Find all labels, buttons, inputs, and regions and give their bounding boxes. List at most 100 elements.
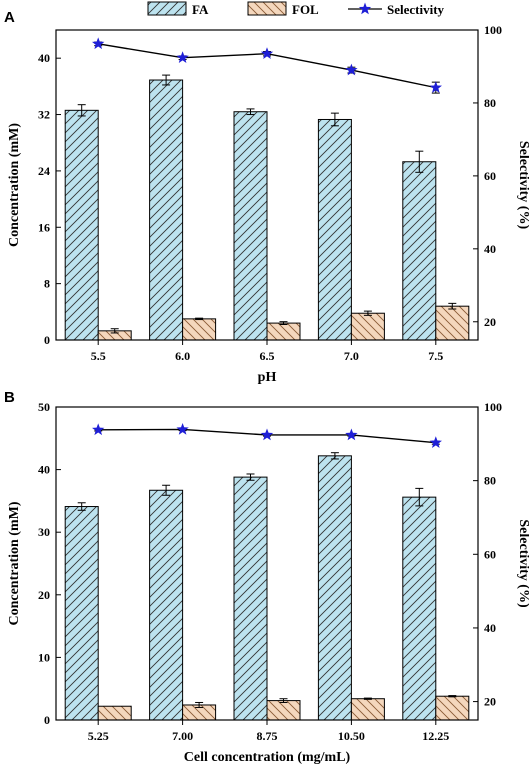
x-tick-label: 10.50 [338, 729, 365, 743]
selectivity-point [429, 81, 442, 93]
y-tick-label: 24 [38, 164, 50, 178]
fa-error-bar [330, 112, 339, 127]
fol-error-bar [448, 302, 457, 310]
panel-b: B 0 10 20 30 40 50 20 40 60 80 100 5.25 7.00 8.75 10.50… [4, 389, 529, 765]
y2-axis-title: Selectivity (%) [516, 141, 529, 230]
fol-error-bar [195, 317, 204, 321]
legend-item-fol: FOL [247, 1, 319, 17]
fol-bar [435, 695, 470, 721]
fol-error-bar [363, 310, 372, 316]
y-tick-label: 10 [38, 650, 50, 664]
y-axis-title: Concentration (mM) [7, 501, 22, 625]
y2-tick-label: 100 [484, 400, 502, 414]
y2-tick-label: 60 [484, 169, 496, 183]
x-tick-label: 5.5 [91, 349, 106, 363]
fa-bar [149, 79, 184, 341]
fa-error-bar [162, 484, 171, 496]
fol-bar [266, 322, 301, 341]
y2-tick-label: 80 [484, 474, 496, 488]
fa-error-bar [77, 104, 86, 117]
x-tick-label: 8.75 [257, 729, 278, 743]
fa-error-bar [246, 108, 255, 116]
panel-label: B [4, 389, 15, 406]
y2-tick-label: 40 [484, 621, 496, 635]
y-tick-label: 20 [38, 588, 50, 602]
y-tick-label: 40 [38, 51, 50, 65]
x-tick-label: 6.5 [260, 349, 275, 363]
y2-tick-label: 40 [484, 242, 496, 256]
fa-bar [317, 118, 352, 341]
selectivity-point [345, 63, 358, 76]
selectivity-point [260, 428, 274, 441]
y-tick-label: 32 [38, 108, 50, 122]
selectivity-point [92, 37, 105, 50]
fa-bar [64, 506, 99, 721]
legend-swatch [247, 1, 287, 16]
y-tick-label: 30 [38, 525, 50, 539]
x-tick-label: 6.0 [175, 349, 190, 363]
selectivity-point [345, 428, 358, 441]
fol-error-bar [195, 701, 204, 708]
y-tick-label: 0 [44, 713, 50, 727]
fol-bar [350, 312, 385, 341]
fa-bar [149, 489, 184, 721]
x-tick-label: 12.25 [422, 729, 449, 743]
y-tick-label: 16 [38, 220, 50, 234]
legend-swatch [147, 1, 187, 16]
selectivity-point [176, 51, 189, 63]
fa-error-bar [162, 74, 171, 86]
y2-tick-label: 20 [484, 315, 496, 329]
y2-axis-title: Selectivity (%) [516, 519, 529, 608]
fa-bar [233, 476, 268, 721]
legend-label: Selectivity [387, 2, 445, 17]
legend-label: FA [192, 2, 209, 17]
selectivity-point [429, 436, 442, 448]
fa-error-bar [415, 487, 424, 507]
y2-tick-label: 20 [484, 695, 496, 709]
y-tick-label: 40 [38, 463, 50, 477]
fol-bar [97, 705, 132, 721]
y2-tick-label: 80 [484, 96, 496, 110]
x-tick-label: 7.0 [344, 349, 359, 363]
fol-error-bar [363, 697, 372, 700]
star-marker-icon [358, 2, 372, 15]
y-axis-title: Concentration (mM) [7, 123, 22, 247]
y-tick-label: 50 [38, 400, 50, 414]
panel-label: A [4, 9, 15, 26]
legend-label: FOL [292, 2, 319, 17]
fa-bar [402, 496, 437, 721]
panel-a: A 0 8 16 24 32 40 20 40 60 80 100 5.5 6.0 6.5 7.0 7.5 pH C… [4, 9, 529, 385]
fa-bar [64, 109, 99, 341]
fol-error-bar [279, 321, 288, 325]
fa-error-bar [77, 502, 86, 511]
legend-item-fa: FA [147, 1, 209, 17]
fa-bar [317, 455, 352, 721]
x-tick-label: 7.5 [428, 349, 443, 363]
x-tick-label: 5.25 [88, 729, 109, 743]
x-axis-title: pH [258, 370, 277, 385]
fol-bar [266, 700, 301, 721]
fa-error-bar [415, 150, 424, 173]
fol-error-bar [448, 695, 457, 698]
y-tick-label: 0 [44, 333, 50, 347]
selectivity-point [260, 47, 274, 59]
fa-bar [233, 111, 268, 341]
x-axis-title: Cell concentration (mg/mL) [184, 750, 351, 765]
y2-tick-label: 60 [484, 547, 496, 561]
fol-bar [182, 318, 217, 341]
fa-error-bar [246, 473, 255, 481]
selectivity-point [176, 422, 189, 435]
y-tick-label: 8 [44, 277, 50, 291]
legend: FA FOL Selectivity [147, 1, 445, 17]
fol-error-bar [279, 698, 288, 703]
y2-tick-label: 100 [484, 23, 502, 37]
fa-error-bar [330, 452, 339, 460]
legend-item-selectivity: Selectivity [348, 2, 445, 17]
fol-bar [435, 305, 470, 341]
x-tick-label: 7.00 [172, 729, 193, 743]
fa-bar [402, 161, 437, 341]
selectivity-point [92, 423, 105, 436]
fol-bar [350, 698, 385, 721]
fol-error-bar [110, 328, 119, 334]
